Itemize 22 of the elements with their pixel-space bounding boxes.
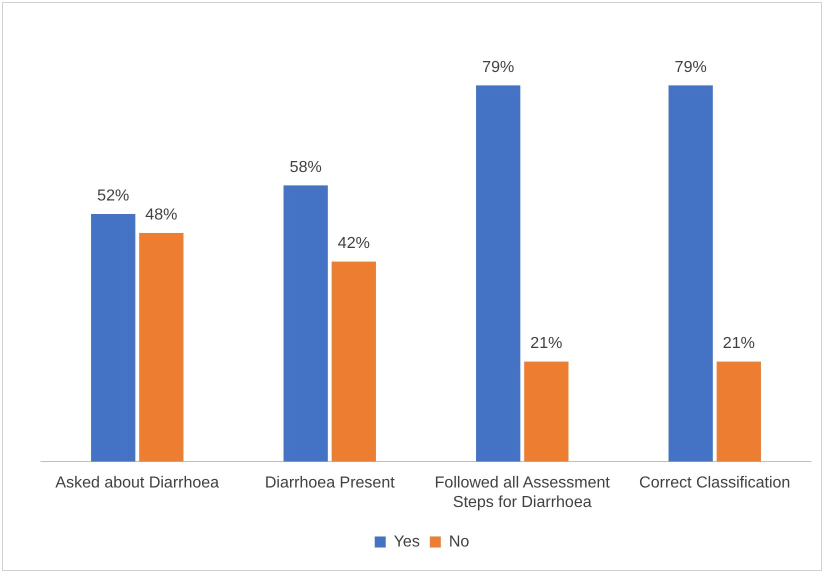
bar xyxy=(716,362,761,462)
legend-label: No xyxy=(448,533,470,550)
bar xyxy=(91,214,136,462)
data-label: 21% xyxy=(722,335,755,352)
data-label: 42% xyxy=(338,234,370,252)
data-label: 21% xyxy=(530,335,562,352)
data-label: 79% xyxy=(482,58,514,76)
bar xyxy=(332,262,376,462)
data-label: 52% xyxy=(97,187,130,204)
bar xyxy=(139,233,184,462)
data-label: 79% xyxy=(674,58,707,76)
bar xyxy=(524,362,568,462)
x-tick-label: Correct Classification xyxy=(639,474,790,492)
x-tick-label: Asked about Diarrhoea xyxy=(55,474,220,492)
data-label: 58% xyxy=(290,158,322,176)
x-tick-label: Diarrhoea Present xyxy=(264,474,396,492)
data-label: 48% xyxy=(145,206,178,224)
legend-label: Yes xyxy=(394,533,420,550)
bar xyxy=(476,85,520,462)
bar xyxy=(284,185,328,462)
x-tick-label: Followed all Assessment Steps for Diarrhoea xyxy=(434,474,610,511)
bar xyxy=(668,85,713,462)
